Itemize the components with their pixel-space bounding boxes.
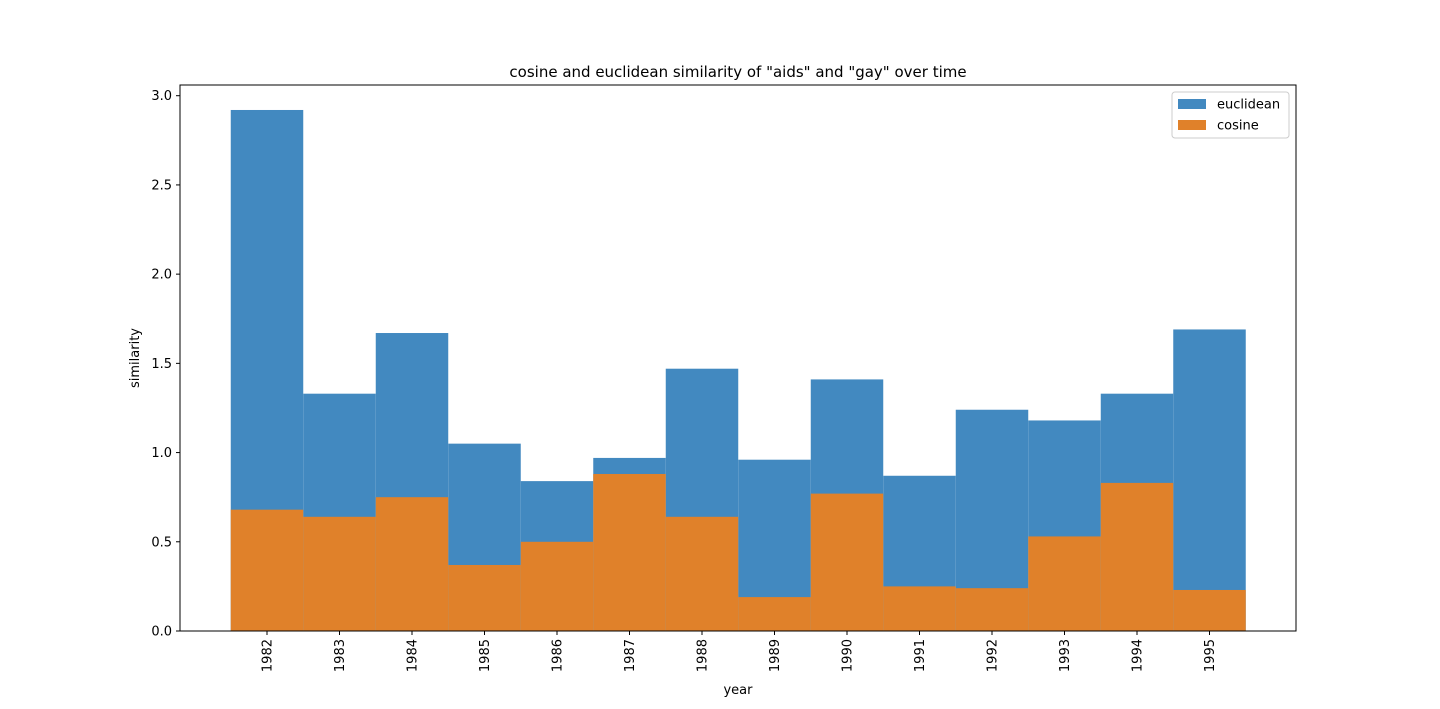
x-tick-label: 1985 [478,639,493,672]
series-cosine [230,473,1246,631]
x-tick-label: 1988 [696,639,711,672]
y-tick-label: 1.5 [151,357,172,372]
x-tick-label: 1986 [551,639,566,672]
bar-cosine-1991 [883,586,956,631]
x-tick-label: 1993 [1058,639,1073,672]
x-tick-label: 1989 [768,639,783,672]
chart-title: cosine and euclidean similarity of "aids… [509,63,966,81]
y-tick-label: 1.0 [151,446,172,461]
y-tick-label: 0.0 [151,625,172,640]
plot-area [230,109,1246,631]
bar-cosine-1983 [303,516,376,631]
x-tick-label: 1991 [913,639,928,672]
bar-cosine-1989 [738,597,811,631]
bar-cosine-1993 [1028,536,1101,631]
bar-cosine-1992 [955,588,1029,631]
bar-cosine-1990 [810,493,884,631]
bar-cosine-1985 [448,564,521,631]
legend-label-cosine: cosine [1217,119,1259,134]
x-tick-label: 1987 [623,639,638,672]
x-tick-label: 1992 [986,639,1001,672]
legend-label-euclidean: euclidean [1217,98,1280,113]
bar-cosine-1984 [375,497,449,631]
x-tick-label: 1984 [406,639,421,672]
bar-cosine-1982 [230,509,304,631]
legend: euclidean cosine [1171,91,1290,139]
bar-cosine-1986 [520,541,594,631]
plot-frame [179,84,1297,632]
y-tick-label: 2.5 [151,178,172,193]
legend-swatch-cosine [1178,120,1206,130]
bar-cosine-1987 [593,473,666,631]
x-tick-label: 1995 [1203,639,1218,672]
x-axis: 1982 1983 1984 1985 1986 1987 1988 1989 1990 1991… [261,631,1218,672]
x-tick-label: 1994 [1131,639,1146,672]
y-tick-label: 3.0 [151,89,172,104]
y-tick-label: 0.5 [151,535,172,550]
bar-cosine-1995 [1173,589,1246,631]
legend-swatch-euclidean [1178,99,1206,109]
x-tick-label: 1982 [261,639,276,672]
bar-euclidean-1995 [1173,329,1246,631]
bar-cosine-1994 [1100,482,1174,631]
x-tick-label: 1990 [841,639,856,672]
y-axis: 0.0 0.5 1.0 1.5 2.0 2.5 3.0 [151,89,180,640]
bar-cosine-1988 [665,516,739,631]
x-tick-label: 1983 [333,639,348,672]
x-axis-label: year [723,683,753,698]
y-tick-label: 2.0 [151,268,172,283]
y-axis-label: similarity [128,328,143,388]
